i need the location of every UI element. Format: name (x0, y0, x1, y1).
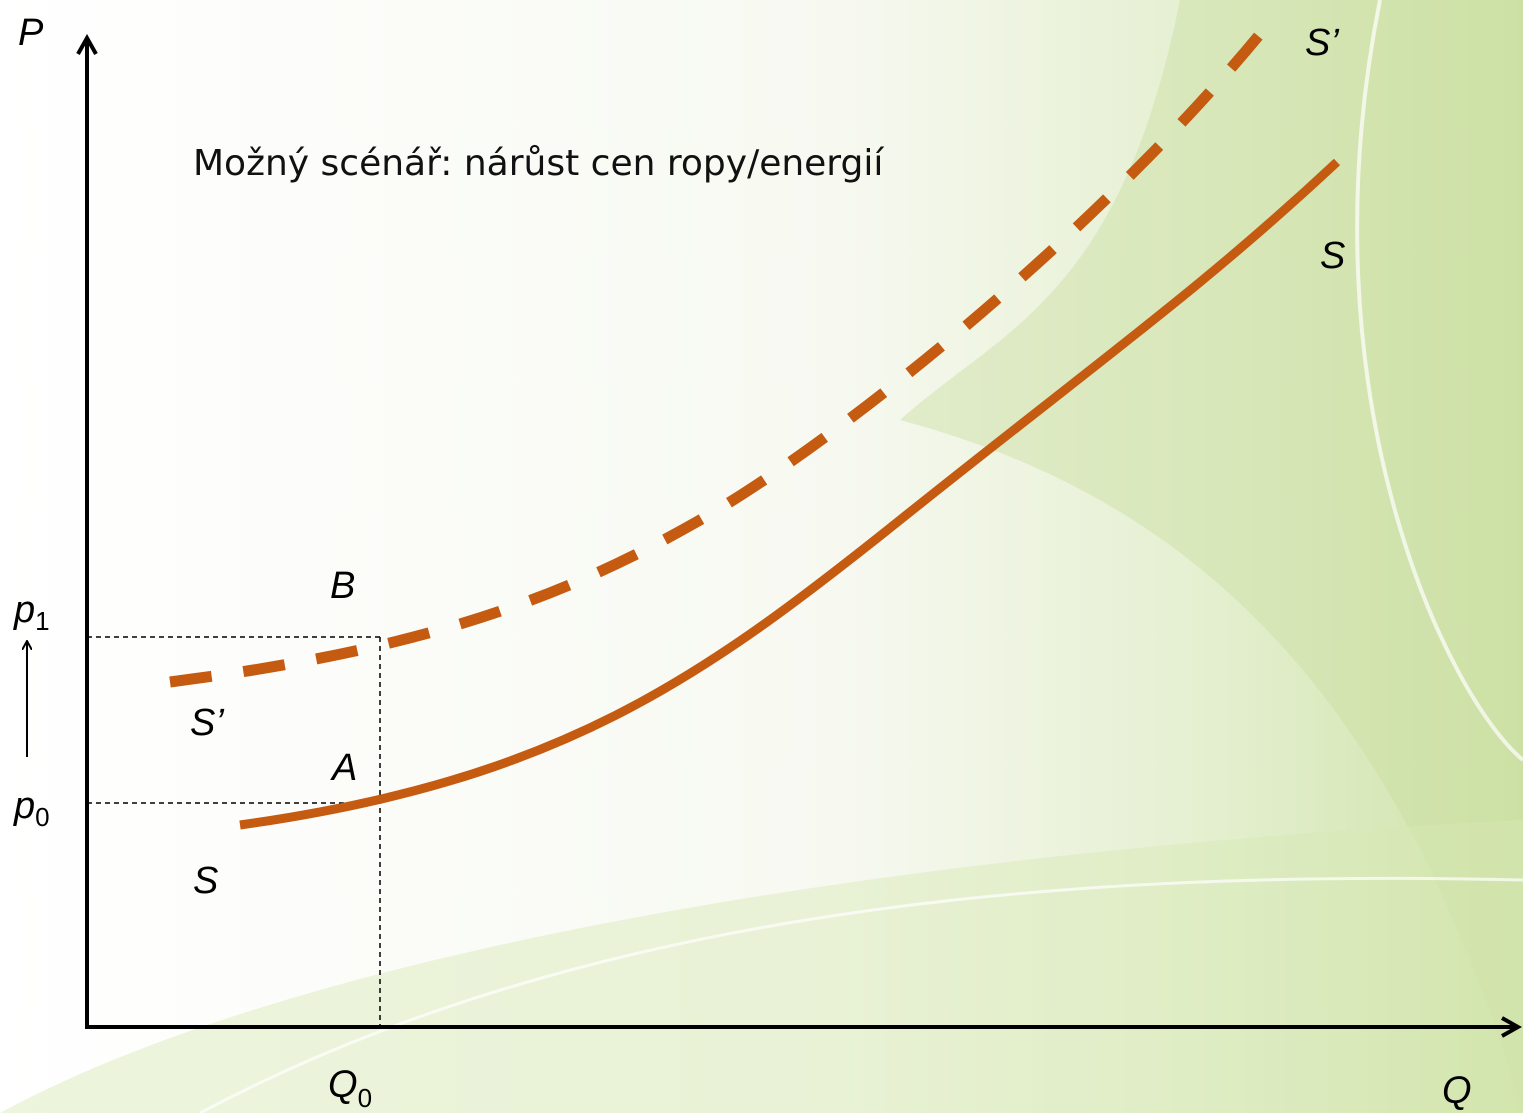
label-sub: 0 (358, 1083, 372, 1113)
supply-curve (239, 158, 1341, 830)
curve-label: S’ (190, 702, 224, 744)
label-base: p (13, 589, 35, 631)
curve-label: S (1320, 235, 1345, 277)
curve-label: S (193, 860, 218, 902)
label-sub: 0 (35, 802, 49, 832)
swoosh (900, 0, 1523, 1113)
label-base: p (13, 785, 35, 827)
swoosh-line (199, 876, 1523, 1113)
swoosh-line (1355, 0, 1523, 762)
swoosh (0, 820, 1523, 1113)
level-label: p0 (13, 785, 50, 832)
label-base: Q (328, 1064, 358, 1106)
x-axis-label: Q (1442, 1070, 1472, 1112)
curve-label: S’ (1305, 22, 1339, 64)
point-label: A (330, 747, 357, 789)
level-label: Q0 (328, 1064, 372, 1113)
new-supply-curve (169, 24, 1270, 688)
title: Možný scénář: nárůst cen ropy/energií (193, 143, 884, 184)
point-label: B (330, 565, 355, 607)
level-label: p1 (13, 589, 50, 636)
y-axis-label: P (18, 12, 44, 54)
label-sub: 1 (35, 606, 49, 636)
